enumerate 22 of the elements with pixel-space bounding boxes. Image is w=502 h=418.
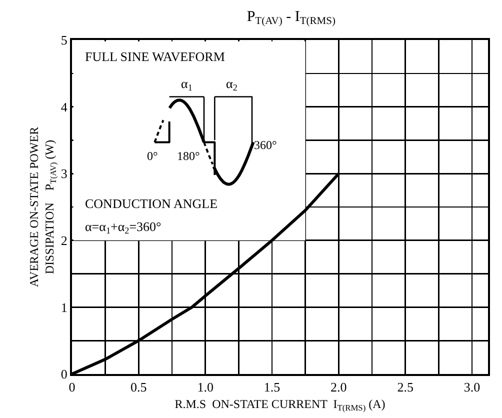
x-tick-label: 0.5 — [130, 380, 147, 395]
y-tick-label: 1 — [60, 300, 68, 315]
x-tick-label: 1.5 — [264, 380, 280, 395]
y-tick-label: 0 — [60, 366, 68, 382]
x-tick-label: 2.0 — [330, 380, 347, 395]
annotation: 0° — [147, 149, 158, 163]
annotation: FULL SINE WAVEFORM — [85, 49, 226, 64]
annotation: CONDUCTION ANGLE — [85, 196, 218, 211]
annotation: 360° — [254, 138, 277, 152]
x-axis-title: R.M.S ON-STATE CURRENT I$_{T(RMS)}$ (A) — [174, 397, 386, 413]
x-tick-label: 3.0 — [464, 380, 480, 395]
annotation: α$_{2}$ — [226, 76, 238, 93]
y-tick-label: 3 — [60, 166, 68, 182]
annotation: 180° — [177, 149, 200, 163]
x-tick-label: 1.0 — [197, 380, 214, 395]
annotation: α$_{1}$ — [181, 76, 192, 93]
y-tick-label: 2 — [60, 232, 68, 248]
annotation: α=α$_{1}$+α$_{2}$=360° — [85, 219, 162, 236]
chart-title: P$_{T(AV)}$ - I$_{T(RMS)}$ — [246, 8, 336, 28]
y-tick-label: 5 — [60, 32, 68, 48]
x-tick-label: 2.5 — [397, 380, 414, 395]
y-tick-label: 4 — [60, 99, 68, 114]
